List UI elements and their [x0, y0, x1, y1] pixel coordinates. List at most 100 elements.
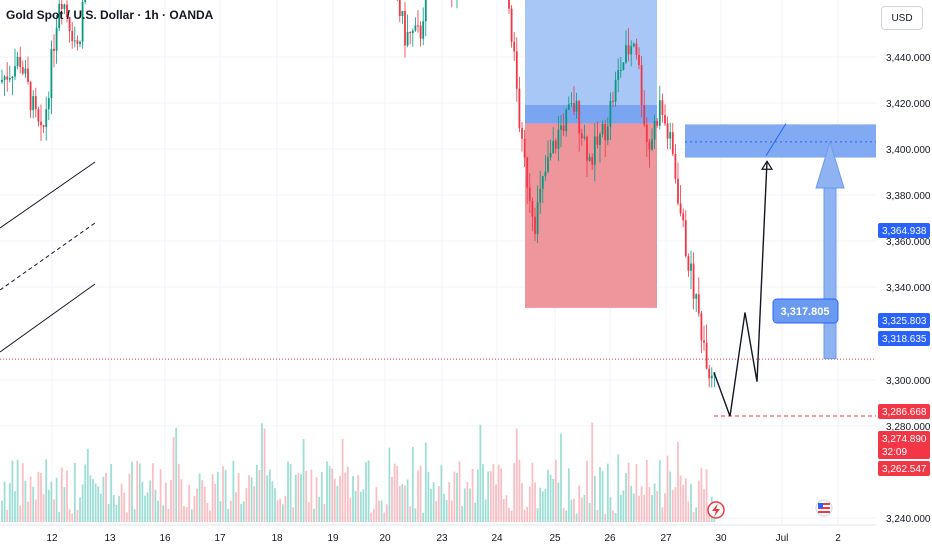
lightning-event-icon [707, 501, 725, 519]
volume-bar [206, 502, 209, 522]
volume-bar [115, 505, 118, 522]
volume-bar [513, 462, 516, 522]
price-label-tag [878, 313, 930, 328]
volume-bar [544, 488, 547, 522]
candle-body [606, 126, 609, 141]
volume-bar [6, 509, 9, 522]
candle-body [417, 25, 419, 27]
time-tick-label: 26 [604, 533, 616, 544]
time-tick-label: 27 [660, 533, 672, 544]
volume-bar [42, 494, 45, 522]
volume-bar [105, 472, 107, 522]
candle-body [37, 109, 40, 122]
volume-bar [146, 492, 149, 522]
volume-bar [666, 455, 669, 522]
candle-body [411, 30, 414, 34]
candle-body [692, 263, 695, 299]
volume-bar [684, 478, 687, 522]
volume-bar [635, 464, 638, 522]
volume-bar [375, 487, 378, 522]
volume-bar [258, 470, 261, 522]
volume-bar [292, 507, 295, 522]
candle-body [588, 156, 591, 161]
candle-body [539, 188, 542, 203]
volume-bar [289, 463, 292, 522]
volume-bar [34, 499, 37, 522]
volume-bar [172, 437, 175, 522]
volume-bar [461, 505, 464, 522]
volume-bar [86, 448, 89, 522]
volume-bar [193, 495, 196, 522]
price-axis[interactable]: 3,440.000 3,420.000 3,400.000 3,380.000 3,36… [876, 0, 932, 550]
volume-bar [531, 462, 534, 522]
volume-bar [500, 468, 503, 522]
volume-bar [232, 460, 235, 522]
price-tick-label: 3,280.000 [886, 422, 931, 433]
volume-bar [79, 497, 81, 522]
volume-bar [427, 471, 430, 522]
candle-body [697, 294, 700, 314]
candle-body [578, 100, 581, 134]
volume-bar [27, 501, 29, 522]
volume-bar [144, 495, 146, 522]
volume-bar [367, 460, 370, 522]
volume-bar [445, 500, 448, 522]
volume-bar [326, 461, 328, 522]
volume-bar [268, 469, 271, 522]
volume-bar [661, 507, 664, 522]
volume-bar [645, 459, 648, 522]
symbol-title: Gold Spot / U.S. Dollar · 1h · OANDA [6, 8, 214, 22]
event-icons [707, 499, 833, 519]
candle-body [66, 4, 68, 18]
volume-bar [32, 486, 35, 522]
candle-body [24, 68, 27, 74]
time-axis[interactable]: 12 13 16 17 18 19 20 23 24 25 26 27 30 Jul 2 [0, 524, 876, 550]
price-tick-label: 3,240.000 [886, 514, 931, 525]
volume-bar [411, 446, 414, 522]
candle-body [518, 88, 521, 129]
volume-bar [73, 462, 76, 522]
volume-bar [167, 508, 170, 522]
volume-bar [300, 474, 302, 522]
flag-stripe [818, 511, 830, 513]
candle-body [32, 96, 35, 111]
volume-bar [588, 502, 591, 522]
volume-bar [359, 491, 362, 522]
volume-bar [515, 428, 518, 522]
volume-bar [219, 501, 222, 522]
currency-button[interactable]: USD [881, 6, 923, 30]
candle-body [81, 1, 84, 42]
price-label-text: 3,325.803 [882, 316, 927, 327]
entry-zone [525, 105, 657, 124]
volume-bar [240, 503, 243, 522]
volume-bar [424, 442, 427, 522]
volume-bar [695, 507, 698, 522]
candle-body [625, 45, 627, 63]
candle-body [619, 69, 622, 71]
volume-bar [648, 487, 651, 522]
volume-bar [612, 510, 614, 522]
volume-bar [63, 487, 66, 522]
volume-bar [643, 494, 646, 522]
volume-bar [640, 486, 643, 522]
price-tick-label: 3,440.000 [886, 53, 931, 64]
channel-lower [0, 283, 96, 353]
price-tick-label: 3,420.000 [886, 99, 931, 110]
volume-bar [521, 483, 523, 522]
volume-bar [170, 479, 172, 522]
volume-bar [432, 482, 435, 522]
volume-bar [430, 488, 432, 522]
volume-bar [406, 479, 409, 522]
volume-bar [414, 508, 417, 522]
candle-body [638, 54, 640, 66]
volume-bar [508, 508, 510, 522]
callout-box [772, 298, 839, 324]
price-label-tag [878, 404, 930, 419]
candle-body [409, 31, 412, 34]
volume-bar [409, 506, 412, 522]
volume-bar [489, 471, 492, 522]
volume-bar [609, 497, 612, 522]
candle-body [11, 76, 14, 78]
candle-body [401, 10, 404, 17]
